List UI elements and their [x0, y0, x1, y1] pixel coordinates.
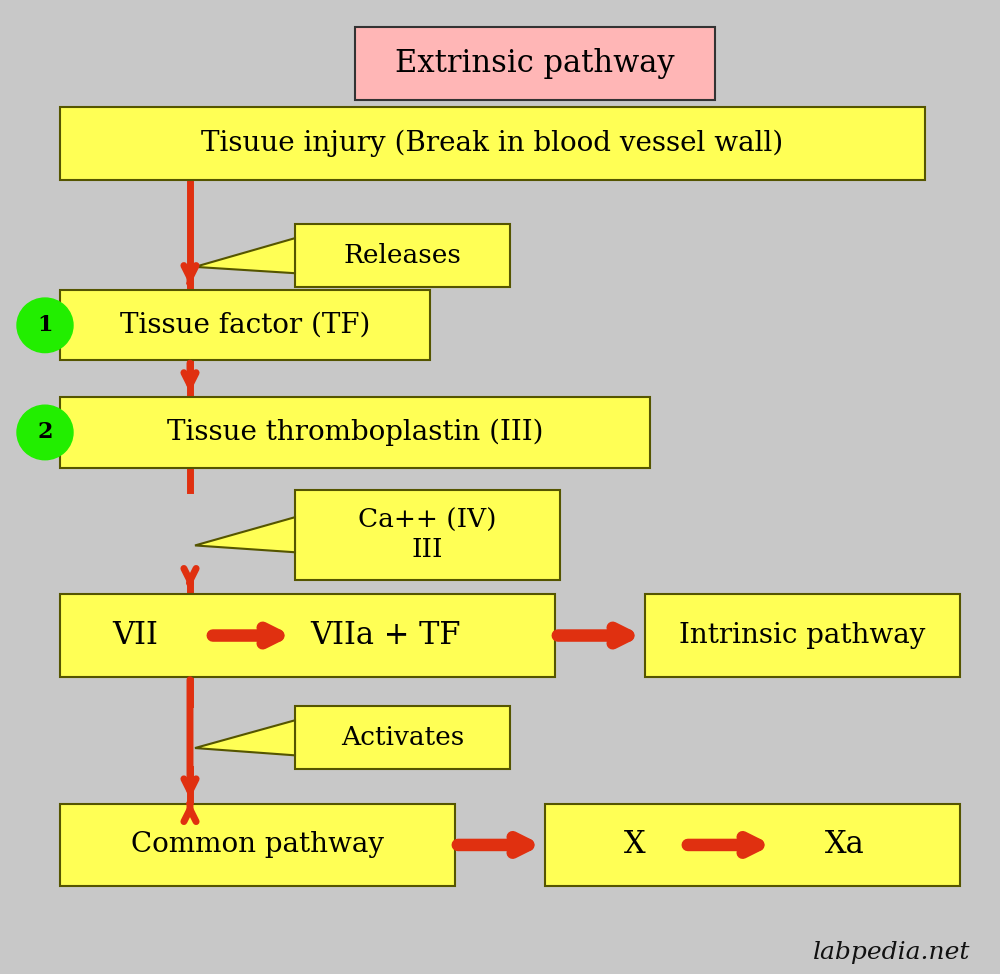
Text: Intrinsic pathway: Intrinsic pathway	[679, 622, 926, 649]
Bar	[60, 804, 455, 886]
Text: Extrinsic pathway: Extrinsic pathway	[395, 48, 675, 79]
Polygon shape	[195, 239, 295, 274]
Bar	[60, 397, 650, 468]
Text: Activates: Activates	[341, 726, 464, 750]
Text: X: X	[624, 830, 646, 860]
Bar	[60, 290, 430, 360]
Text: Xa: Xa	[825, 830, 865, 860]
Bar	[295, 224, 510, 287]
Text: Ca++ (IV)
III: Ca++ (IV) III	[358, 507, 497, 562]
Text: Tissue thromboplastin (III): Tissue thromboplastin (III)	[167, 419, 543, 446]
Bar	[60, 594, 555, 677]
Bar	[355, 26, 715, 99]
Text: Tisuue injury (Break in blood vessel wall): Tisuue injury (Break in blood vessel wal…	[201, 130, 784, 158]
Text: 1: 1	[37, 315, 53, 336]
Text: Common pathway: Common pathway	[131, 832, 384, 858]
Polygon shape	[195, 517, 295, 552]
Text: VIIa + TF: VIIa + TF	[310, 620, 460, 651]
Circle shape	[17, 405, 73, 460]
Bar	[60, 107, 925, 180]
Polygon shape	[195, 721, 295, 756]
Bar	[295, 706, 510, 769]
Text: Tissue factor (TF): Tissue factor (TF)	[120, 312, 370, 339]
Text: Releases: Releases	[344, 244, 461, 268]
Bar	[645, 594, 960, 677]
Bar	[545, 804, 960, 886]
Text: 2: 2	[37, 422, 53, 443]
Text: VII: VII	[112, 620, 158, 651]
Bar	[295, 490, 560, 580]
Text: labpedia.net: labpedia.net	[813, 941, 970, 964]
Circle shape	[17, 298, 73, 353]
